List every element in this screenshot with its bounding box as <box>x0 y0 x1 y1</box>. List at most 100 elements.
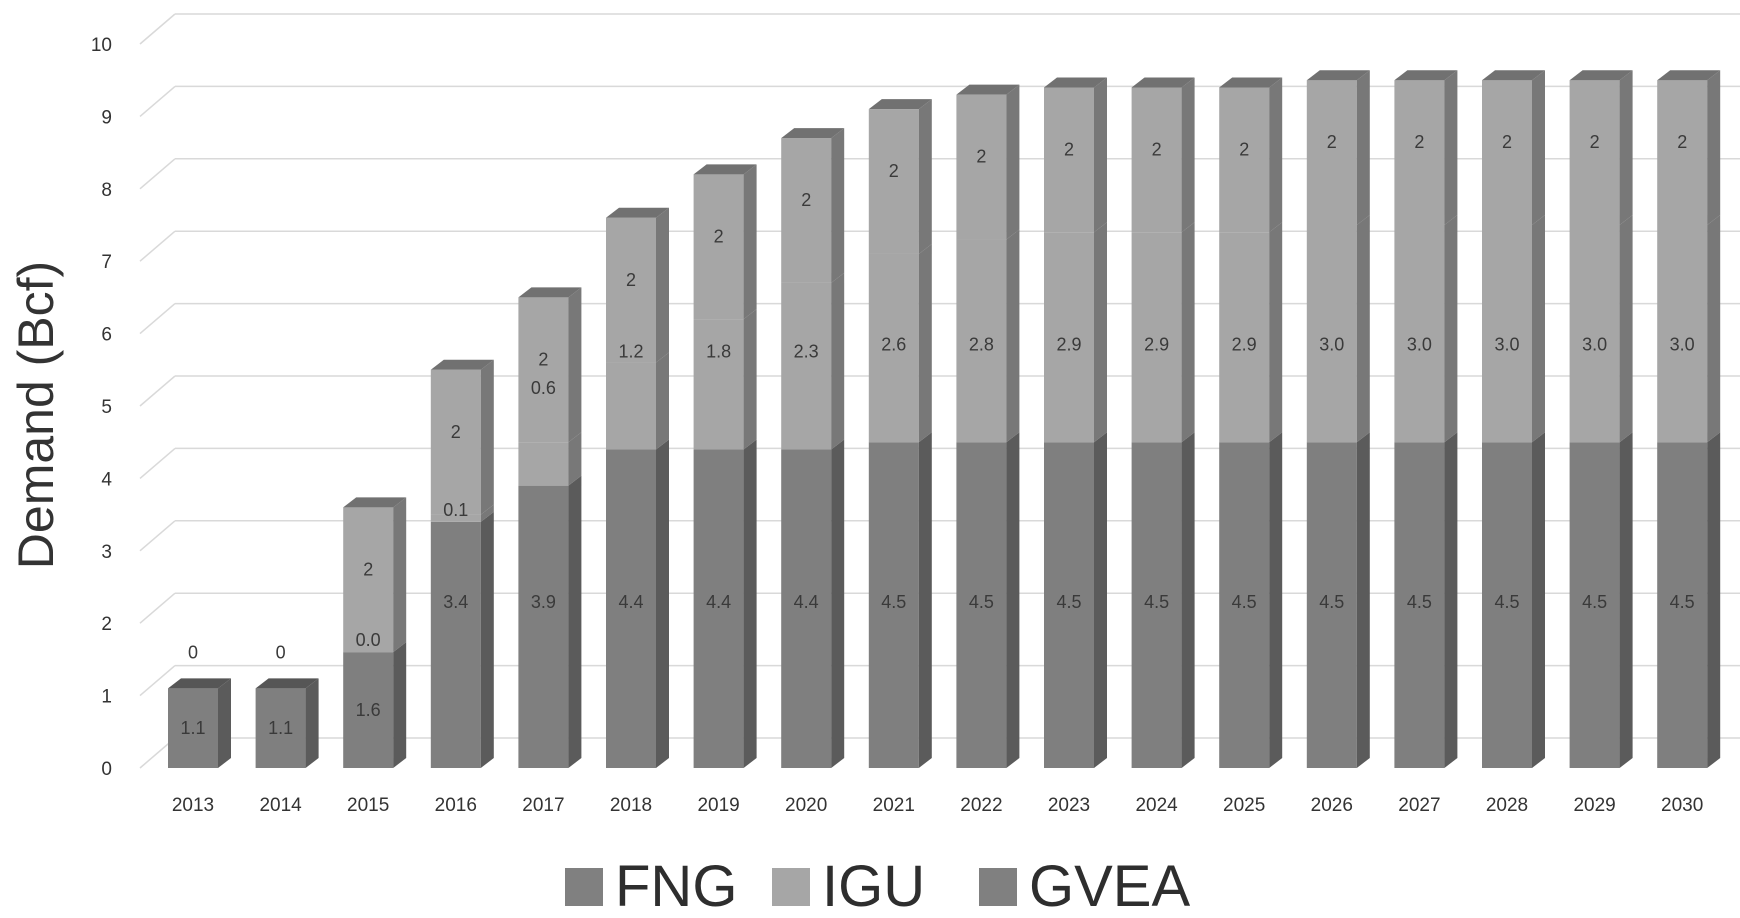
gridline-diag <box>139 447 176 479</box>
data-label-gvea: 3.4 <box>443 592 468 612</box>
data-label-gvea: 3.9 <box>531 592 556 612</box>
bar-side-igu <box>1269 222 1283 443</box>
bar-side-fng <box>831 128 845 283</box>
bar-2017: 3.9 0.6 2 <box>518 287 582 768</box>
data-label-igu: 2.8 <box>969 334 994 354</box>
x-tick-label: 2015 <box>347 795 389 816</box>
x-tick-label: 2025 <box>1223 795 1265 816</box>
bar-side-gvea <box>1181 432 1195 768</box>
data-label-igu: 3.0 <box>1494 334 1519 354</box>
data-label-igu: 2.9 <box>1144 334 1169 354</box>
bar-segment-igu <box>1394 225 1445 443</box>
bar-side-igu <box>831 272 845 450</box>
bar-segment-gvea <box>956 442 1007 768</box>
data-label-gvea: 4.4 <box>618 592 643 612</box>
data-label-igu: 0.0 <box>356 630 381 650</box>
bar-side-gvea <box>1444 432 1458 768</box>
bar-segment-fng <box>1394 80 1445 225</box>
bar-side-gvea <box>1619 432 1633 768</box>
bar-top <box>1394 70 1458 81</box>
bar-side-igu <box>1707 215 1721 443</box>
bar-segment-igu <box>868 253 919 443</box>
bar-segment-fng <box>518 297 569 443</box>
x-tick-label: 2020 <box>785 795 827 816</box>
bar-segment-gvea <box>868 442 919 768</box>
bar-2016: 3.4 0.1 2 <box>430 359 494 768</box>
bar-top <box>255 678 319 689</box>
bar-side-igu <box>1356 215 1370 443</box>
bar-top <box>1131 77 1195 88</box>
bar-segment-gvea <box>606 449 656 768</box>
bar-side-gvea <box>1356 432 1370 768</box>
bar-2019: 4.4 1.8 2 <box>693 164 757 768</box>
bar-side-gvea <box>1269 432 1283 768</box>
data-label-fng: 2 <box>714 226 724 246</box>
bar-top <box>781 128 845 139</box>
bar-side-igu <box>743 309 757 450</box>
bar-segment-gvea <box>168 688 218 768</box>
bar-segment-gvea <box>1131 442 1182 768</box>
data-label-gvea: 4.5 <box>1319 592 1344 612</box>
bar-segment-fng <box>1131 87 1182 233</box>
bar-side-fng <box>1619 70 1633 225</box>
data-label-igu: 0.1 <box>443 500 468 520</box>
x-tick-label: 2029 <box>1573 795 1615 816</box>
bar-side-fng <box>1006 84 1020 240</box>
bar-side-igu <box>1094 222 1107 443</box>
bar-segment-gvea <box>255 688 306 768</box>
data-label-igu: 3.0 <box>1407 334 1432 354</box>
legend-label-gvea: GVEA <box>1029 854 1190 918</box>
bar-2025: 4.5 2.9 2 <box>1219 77 1283 768</box>
bar-top <box>956 84 1020 95</box>
bar-2021: 4.5 2.6 2 <box>868 99 932 768</box>
bar-segment-igu <box>1569 225 1620 443</box>
bar-2027: 4.5 3.0 2 <box>1394 70 1458 768</box>
data-label-fng: 2 <box>1414 132 1424 152</box>
data-label-igu: 2.3 <box>794 342 819 362</box>
bar-top <box>868 99 932 110</box>
data-label-fng: 2 <box>1327 132 1337 152</box>
data-label-fng: 2 <box>363 559 373 579</box>
bar-side-fng <box>480 359 494 515</box>
x-tick-label: 2030 <box>1661 795 1703 816</box>
y-tick-label: 0 <box>101 759 112 780</box>
gridline-diag <box>139 520 176 552</box>
x-tick-label: 2017 <box>522 795 564 816</box>
bar-side-fng <box>1094 77 1107 233</box>
bar-segment-fng <box>430 369 481 515</box>
bar-segment-gvea <box>1569 442 1620 768</box>
bar-segment-gvea <box>518 485 569 768</box>
bar-top <box>430 359 494 370</box>
bar-side-gvea <box>305 678 319 768</box>
data-label-fng: 2 <box>538 349 548 369</box>
bar-top <box>518 287 582 298</box>
x-tick-label: 2018 <box>610 795 652 816</box>
x-axis-ticks: 2013 2014 2015 2016 2017 2018 2019 2020 2021 2022… <box>172 795 1703 816</box>
bar-side-fng <box>918 99 932 254</box>
gridline-diag <box>139 303 176 335</box>
bar-side-gvea <box>1006 432 1020 768</box>
bar-2014: 1.10 <box>255 642 319 768</box>
bar-2023: 4.5 2.9 2 <box>1044 77 1107 768</box>
y-tick-label: 10 <box>91 35 112 56</box>
data-label-gvea: 4.5 <box>1582 592 1607 612</box>
data-label-gvea: 4.4 <box>706 592 731 612</box>
gridline-diag <box>139 158 176 190</box>
bar-side-gvea <box>393 642 407 768</box>
bar-segment-fng <box>1482 80 1532 225</box>
bar-side-gvea <box>918 432 932 768</box>
y-tick-label: 2 <box>101 614 112 635</box>
bar-side-igu <box>1619 215 1633 443</box>
data-label-gvea: 4.5 <box>1144 592 1169 612</box>
bar-side-fng <box>1444 70 1458 225</box>
y-tick-label: 9 <box>101 107 112 128</box>
bar-side-fng <box>1532 70 1545 225</box>
data-label-gvea: 4.5 <box>1056 592 1081 612</box>
x-tick-label: 2014 <box>259 795 302 816</box>
bar-top <box>1657 70 1721 81</box>
data-label-igu: 3.0 <box>1319 334 1344 354</box>
bar-side-igu <box>1444 215 1458 443</box>
data-label-igu: 1.2 <box>618 342 643 362</box>
bar-segment-fng <box>693 174 744 320</box>
bar-segment-gvea <box>693 449 744 768</box>
